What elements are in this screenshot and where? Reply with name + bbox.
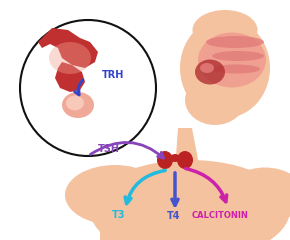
Ellipse shape xyxy=(195,60,225,84)
FancyArrowPatch shape xyxy=(90,142,164,158)
Ellipse shape xyxy=(180,18,270,118)
Ellipse shape xyxy=(198,32,266,88)
Text: TSH: TSH xyxy=(98,144,120,154)
Ellipse shape xyxy=(212,65,260,73)
Text: T3: T3 xyxy=(112,210,126,220)
FancyArrowPatch shape xyxy=(172,173,178,205)
FancyArrowPatch shape xyxy=(125,170,165,204)
Polygon shape xyxy=(175,128,200,170)
Ellipse shape xyxy=(193,10,258,50)
Ellipse shape xyxy=(66,96,84,110)
Ellipse shape xyxy=(200,63,214,73)
Ellipse shape xyxy=(65,165,165,225)
Ellipse shape xyxy=(49,42,91,74)
Polygon shape xyxy=(38,28,98,68)
Ellipse shape xyxy=(90,160,290,240)
Ellipse shape xyxy=(225,168,290,222)
Text: T4: T4 xyxy=(167,211,180,221)
Ellipse shape xyxy=(177,151,193,169)
Ellipse shape xyxy=(206,36,264,48)
FancyArrowPatch shape xyxy=(186,168,227,202)
FancyArrowPatch shape xyxy=(75,80,83,95)
Ellipse shape xyxy=(170,154,180,162)
FancyBboxPatch shape xyxy=(100,190,270,240)
Ellipse shape xyxy=(62,92,94,118)
Ellipse shape xyxy=(157,151,173,169)
Polygon shape xyxy=(55,62,85,92)
Text: TRH: TRH xyxy=(102,70,124,80)
Circle shape xyxy=(20,20,156,156)
Text: CALCITONIN: CALCITONIN xyxy=(192,211,249,220)
Ellipse shape xyxy=(212,51,264,61)
Ellipse shape xyxy=(185,75,245,125)
